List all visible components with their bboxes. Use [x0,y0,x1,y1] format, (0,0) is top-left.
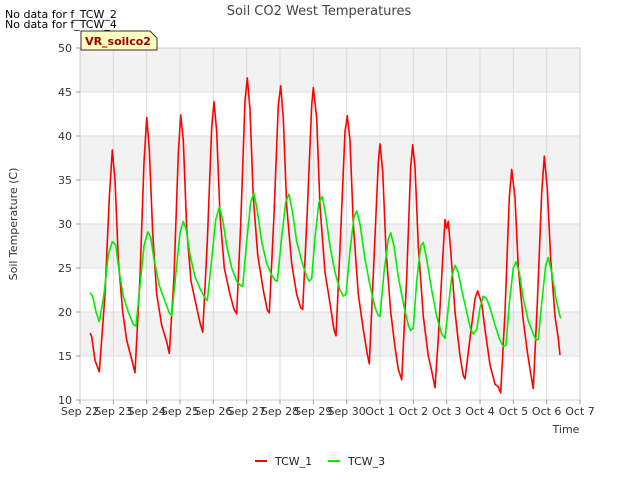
x-tick-label: Oct 3 [432,405,462,418]
x-tick-label: Oct 4 [465,405,495,418]
y-tick-label: 45 [58,86,72,99]
x-tick-label: Sep 26 [194,405,232,418]
no-data-notice-tcw2: No data for f_TCW_2 [5,8,117,21]
legend-label-tcw_3: TCW_3 [347,455,385,468]
legend-label-tcw_1: TCW_1 [274,455,312,468]
no-data-notice-tcw4: No data for f_TCW_4 [5,18,117,31]
y-tick-label: 15 [58,350,72,363]
background-band [80,180,580,224]
y-tick-label: 20 [58,306,72,319]
x-tick-label: Sep 28 [261,405,299,418]
x-tick-label: Sep 29 [294,405,332,418]
x-tick-label: Oct 5 [499,405,529,418]
y-tick-label: 25 [58,262,72,275]
y-axis-ticks: 10 15 20 25 30 35 40 45 50 [58,42,80,407]
site-badge: VR_soilco2 [80,30,158,51]
x-tick-label: Sep 23 [94,405,132,418]
grid-lines [79,47,581,401]
site-badge-label: VR_soilco2 [85,35,151,48]
x-tick-label: Sep 30 [328,405,366,418]
x-tick-label: Oct 7 [565,405,595,418]
x-tick-label: Sep 24 [128,405,166,418]
y-tick-label: 30 [58,218,72,231]
y-tick-label: 50 [58,42,72,55]
x-tick-label: Oct 2 [399,405,429,418]
y-tick-label: 10 [58,394,72,407]
x-tick-label: Sep 27 [228,405,266,418]
y-axis-label: Soil Temperature (C) [7,168,20,281]
background-band [80,48,580,92]
background-band [80,312,580,356]
chart-title: Soil CO2 West Temperatures [227,4,412,19]
site-badge-box [80,30,158,51]
background-band [80,92,580,136]
series-layer [89,77,562,394]
background-band [80,136,580,180]
x-axis-label: Time [552,423,580,436]
x-tick-label: Sep 22 [61,405,99,418]
background-band [80,356,580,400]
series-line-tcw_3 [89,192,562,348]
x-tick-label: Oct 6 [532,405,562,418]
y-tick-label: 40 [58,130,72,143]
y-tick-label: 35 [58,174,72,187]
legend: TCW_1 TCW_3 [255,455,385,468]
x-tick-label: Oct 1 [365,405,395,418]
x-tick-label: Sep 25 [161,405,199,418]
